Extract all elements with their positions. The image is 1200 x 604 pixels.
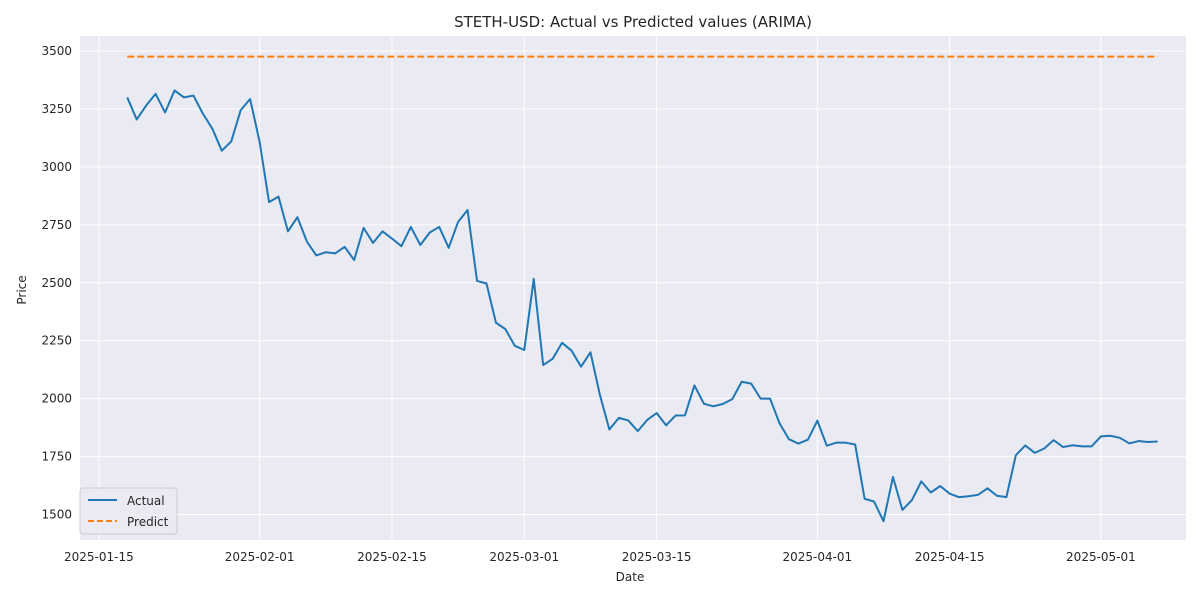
- legend-actual-label: Actual: [127, 494, 165, 508]
- x-tick-label: 2025-04-01: [782, 550, 852, 564]
- actual-line: [126, 89, 1158, 523]
- x-tick-label: 2025-02-15: [357, 550, 427, 564]
- tick-layer: 1500 1750 2000 2250 2500 2750 3000 3250 3500 2025…: [41, 44, 1135, 564]
- plot-area: [80, 36, 1186, 540]
- y-tick-label: 3500: [41, 44, 72, 58]
- x-tick-label: 2025-03-15: [622, 550, 692, 564]
- y-tick-label: 3250: [41, 102, 72, 116]
- grid-layer: [80, 36, 1186, 540]
- y-tick-label: 2750: [41, 218, 72, 232]
- y-tick-label: 1750: [41, 450, 72, 464]
- y-tick-label: 2500: [41, 276, 72, 290]
- x-tick-label: 2025-02-01: [225, 550, 295, 564]
- y-tick-label: 2250: [41, 334, 72, 348]
- y-tick-label: 3000: [41, 160, 72, 174]
- y-tick-label: 1500: [41, 508, 72, 522]
- legend-predict-label: Predict: [127, 515, 169, 529]
- y-axis-label: Price: [15, 275, 29, 304]
- y-tick-label: 2000: [41, 392, 72, 406]
- legend: Actual Predict: [79, 487, 178, 535]
- x-tick-label: 2025-04-15: [915, 550, 985, 564]
- x-tick-label: 2025-05-01: [1066, 550, 1136, 564]
- x-axis-label: Date: [616, 570, 645, 584]
- x-tick-label: 2025-01-15: [64, 550, 134, 564]
- series-layer: [126, 55, 1158, 523]
- x-tick-label: 2025-03-01: [489, 550, 559, 564]
- chart-title: STETH-USD: Actual vs Predicted values (A…: [454, 13, 812, 31]
